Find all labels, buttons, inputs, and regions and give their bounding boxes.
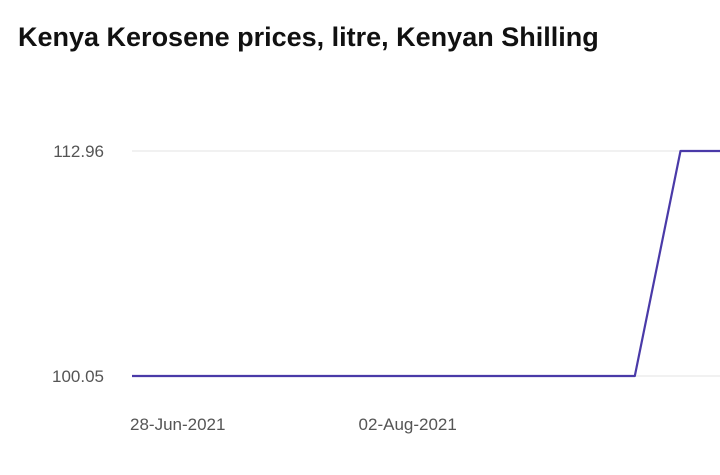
series-layer <box>132 149 720 378</box>
gridlines <box>132 150 720 377</box>
series-line <box>132 149 720 378</box>
y-tick-label: 100.05 <box>52 367 104 386</box>
chart-title: Kenya Kerosene prices, litre, Kenyan Shi… <box>18 22 599 52</box>
y-tick-label: 112.96 <box>53 142 104 161</box>
x-tick-label: 28-Jun-2021 <box>130 415 225 434</box>
x-tick-label: 02-Aug-2021 <box>359 415 457 434</box>
y-axis-ticks: 100.05 112.96 <box>52 142 104 386</box>
